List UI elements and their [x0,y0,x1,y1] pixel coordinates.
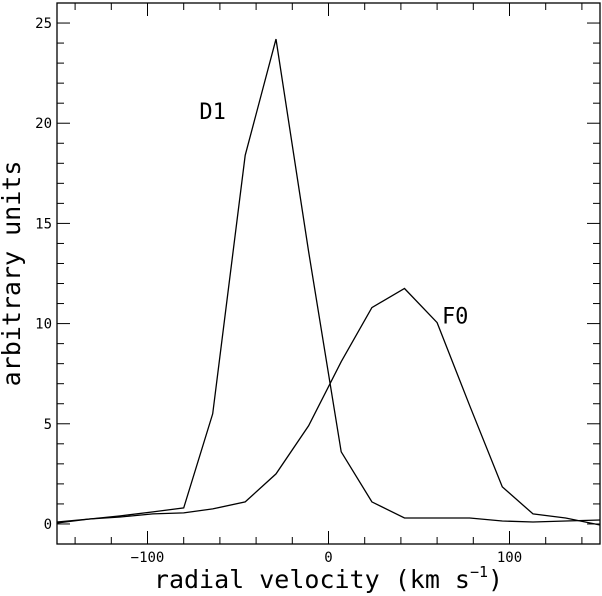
y-tick-label: 20 [35,116,52,132]
y-tick-label: 25 [35,16,52,32]
y-tick-label: 10 [35,317,52,333]
annotation-layer: D1 F0 [199,100,468,329]
x-tick-label: 100 [497,550,522,566]
y-tick-label: 0 [44,517,52,533]
x-tick-label: −100 [131,550,165,566]
x-axis-title: radial velocity (km s−1) [154,563,503,594]
x-axis-title-close: ) [488,565,503,594]
y-axis-title: arbitrary units [0,161,26,387]
series-line-f0 [56,287,601,526]
x-tick-label: 0 [324,550,332,566]
series-label-d1: D1 [199,100,226,125]
series-label-f0: F0 [442,305,469,330]
plot-frame [56,2,601,545]
y-axis-ticks: 0 5 10 15 20 25 [35,16,600,533]
x-axis-title-superscript: −1 [470,563,488,581]
y-tick-label: 5 [44,417,52,433]
x-axis-title-main: radial velocity (km s [154,565,470,594]
y-tick-label: 15 [35,216,52,232]
series-line-d1 [56,38,601,523]
series-layer [56,38,601,526]
plot-border [56,2,601,545]
x-axis-ticks: −100 0 100 [74,3,583,566]
